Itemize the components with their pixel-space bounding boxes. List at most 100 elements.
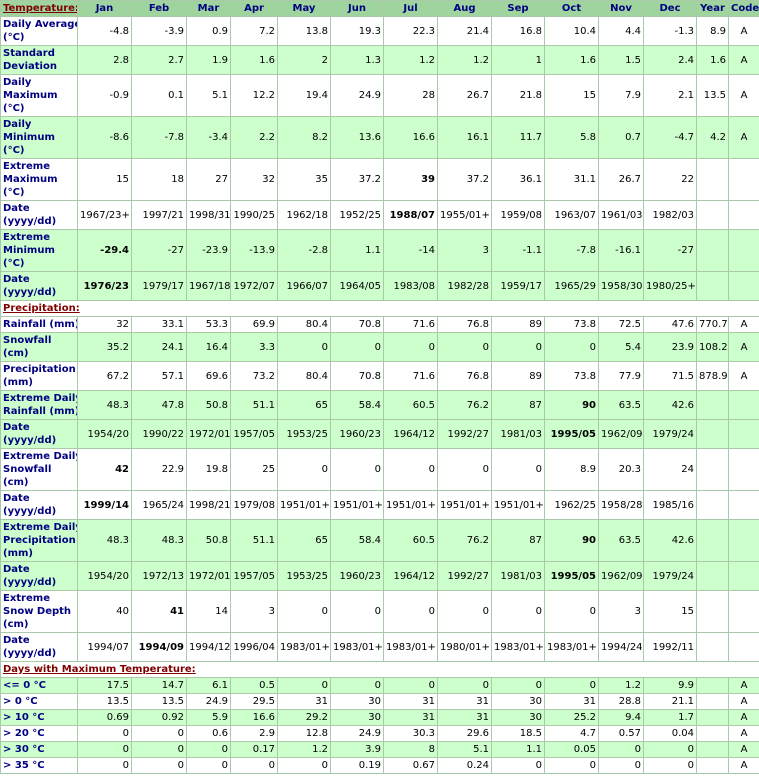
cell-value: 1976/23 [83,280,129,292]
data-row: Extreme Maximum (°C) 15 18 27 32 35 37.2 39 37.2 36… [0,158,759,201]
year-cell: 1.6 [696,45,729,75]
data-row: > 35 °C 0 0 0 0 0 0.19 0.67 0.24 0 0 0 0 A [0,757,759,774]
row-label-line: Daily [3,77,32,88]
data-row: Extreme Minimum (°C) -29.4 -27 -23.9 -13.9 -2.8… [0,229,759,272]
cell: 0 [230,757,278,774]
year-cell [696,709,729,726]
cell: 1979/24 [643,561,697,591]
cell: 13.6 [330,116,384,159]
column-header: Apr [230,0,278,17]
cell: 71.5 [643,361,697,391]
cell: 17.5 [77,677,132,694]
cell: 0 [277,448,331,491]
row-label-line: (mm) [3,548,33,559]
cell: 89 [491,361,545,391]
cell: 1983/01+ [383,632,438,662]
column-header: Jan [77,0,132,17]
data-row: > 20 °C 0 0 0.6 2.9 12.8 24.9 30.3 29.6 18.5 4.7 0.… [0,725,759,742]
section-row: Precipitation: [0,300,759,317]
row-label: Precipitation (mm) [0,361,78,391]
cell: 37.2 [330,158,384,201]
column-header: Sep [491,0,545,17]
column-header: Year [696,0,729,17]
cell: 1966/07 [277,271,331,301]
cell: 30 [491,693,545,710]
cell: 69.9 [230,316,278,333]
cell: 19.8 [186,448,231,491]
row-label: Extreme Daily Rainfall (mm) [0,390,78,420]
cell: 0 [330,677,384,694]
row-label: Extreme Daily Snowfall (cm) [0,448,78,491]
row-label: Extreme Maximum (°C) [0,158,78,201]
cell: 1.2 [437,45,492,75]
cell: 2 [277,45,331,75]
cell: 11.7 [491,116,545,159]
cell: 12.8 [277,725,331,742]
cell: 1983/01+ [491,632,545,662]
cell: 0 [131,725,187,742]
cell: 1980/25+ [643,271,697,301]
cell: 0.7 [598,116,644,159]
cell: 5.1 [437,741,492,758]
data-row: Extreme Daily Snowfall (cm) 42 22.9 19.8 25 0 0 0… [0,448,759,491]
column-header: Oct [544,0,599,17]
cell: -27 [131,229,187,272]
cell: 47.6 [643,316,697,333]
code-cell [728,561,759,591]
code-cell [728,448,759,491]
cell: 70.8 [330,316,384,333]
row-label-line: Rainfall (mm) [3,406,78,417]
year-cell [696,448,729,491]
cell: 31 [383,709,438,726]
cell: 24.9 [186,693,231,710]
cell: 1964/05 [330,271,384,301]
year-cell [696,271,729,301]
data-row: Date (yyyy/dd) 1967/23+ 1997/21 1998/31 1990/… [0,200,759,230]
cell: 1952/25 [330,200,384,230]
year-cell [696,490,729,520]
cell-value: 1988/07 [389,209,435,221]
row-label: Extreme Daily Precipitation (mm) [0,519,78,562]
row-label-line: (°C) [3,32,25,43]
header-row: Temperature: Jan Feb Mar Apr May Jun Jul Aug Sep O… [0,0,759,17]
column-header: Feb [131,0,187,17]
cell: 6.1 [186,677,231,694]
data-row: Standard Deviation 2.8 2.7 1.9 1.6 2 1.3 1.2 1.2 1… [0,45,759,75]
cell: 51.1 [230,390,278,420]
column-header: Aug [437,0,492,17]
cell: 2.1 [643,74,697,117]
cell: 1.2 [383,45,438,75]
cell: 1985/16 [643,490,697,520]
cell: 1962/09 [598,419,644,449]
cell: 18.5 [491,725,545,742]
cell: 1.3 [330,45,384,75]
data-row: Date (yyyy/dd) 1999/14 1965/24 1998/21 1979/0… [0,490,759,520]
cell: 87 [491,390,545,420]
row-label: Date (yyyy/dd) [0,419,78,449]
data-row: Date (yyyy/dd) 1976/23 1979/17 1967/18 1972/0… [0,271,759,301]
cell: 2.7 [131,45,187,75]
cell: 0 [491,332,545,362]
code-cell: A [728,45,759,75]
cell: 35.2 [77,332,132,362]
cell: 24 [643,448,697,491]
cell: -7.8 [131,116,187,159]
cell: 0.6 [186,725,231,742]
cell: 25 [230,448,278,491]
cell: -13.9 [230,229,278,272]
cell: 73.8 [544,361,599,391]
cell: 0 [383,448,438,491]
cell: 1983/01+ [277,632,331,662]
cell: 42.6 [643,519,697,562]
column-header: May [277,0,331,17]
cell: 1951/01+ [437,490,492,520]
cell: 31 [437,693,492,710]
row-label-line: Rainfall (mm) [3,319,78,330]
cell: 1992/27 [437,419,492,449]
cell: 1.1 [330,229,384,272]
cell: 30 [330,709,384,726]
cell: 1998/21 [186,490,231,520]
cell: 31 [544,693,599,710]
